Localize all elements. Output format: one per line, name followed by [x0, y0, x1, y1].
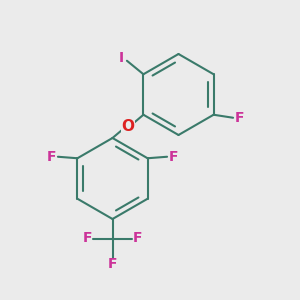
Text: F: F: [169, 150, 178, 164]
Text: F: F: [46, 150, 56, 164]
Text: O: O: [122, 119, 134, 134]
Text: F: F: [235, 111, 244, 125]
Text: F: F: [82, 232, 92, 245]
Text: I: I: [119, 51, 124, 65]
Text: F: F: [108, 257, 117, 271]
Text: F: F: [133, 232, 143, 245]
